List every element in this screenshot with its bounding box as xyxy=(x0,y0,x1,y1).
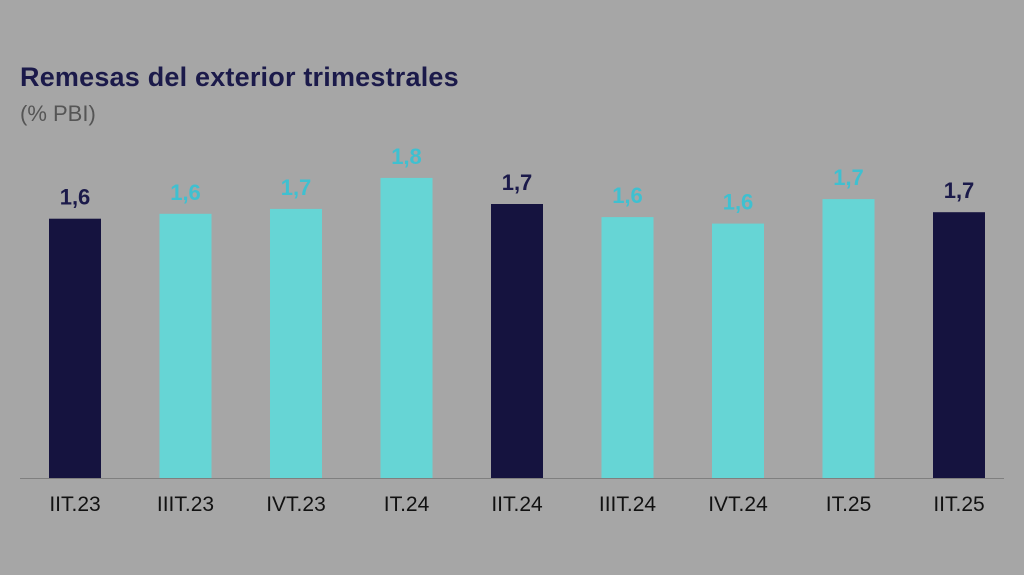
chart-title: Remesas del exterior trimestrales xyxy=(20,62,459,92)
x-tick-label-IVT.24: IVT.24 xyxy=(708,493,768,516)
data-label-IIT.25: 1,7 xyxy=(944,178,975,203)
data-label-IT.25: 1,7 xyxy=(833,165,864,190)
bar-IT.25 xyxy=(822,199,875,478)
bar-IVT.23 xyxy=(270,208,322,478)
data-label-IIIT.23: 1,6 xyxy=(170,180,201,205)
bar-IT.24 xyxy=(380,177,433,478)
bar-IIT.24 xyxy=(491,204,543,478)
x-tick-label-IIIT.23: IIIT.23 xyxy=(157,493,214,516)
bar-IVT.24 xyxy=(712,223,764,478)
data-label-IVT.24: 1,6 xyxy=(723,190,754,215)
bar-IIIT.23 xyxy=(159,213,212,479)
bar-IIIT.24 xyxy=(601,217,654,478)
x-tick-label-IT.24: IT.24 xyxy=(384,493,430,516)
x-tick-label-IIIT.24: IIIT.24 xyxy=(599,493,657,516)
x-tick-label-IIT.24: IIT.24 xyxy=(491,493,543,516)
x-tick-label-IT.25: IT.25 xyxy=(826,493,872,516)
data-label-IVT.23: 1,7 xyxy=(281,175,312,200)
bar-IIT.23 xyxy=(49,218,101,478)
data-label-IIIT.24: 1,6 xyxy=(612,183,643,208)
data-label-IIT.23: 1,6 xyxy=(60,185,91,210)
x-tick-label-IIT.25: IIT.25 xyxy=(933,493,984,516)
chart-subtitle: (% PBI) xyxy=(20,101,96,126)
data-label-IIT.24: 1,7 xyxy=(502,170,533,195)
data-label-IT.24: 1,8 xyxy=(391,144,422,169)
x-tick-label-IIT.23: IIT.23 xyxy=(49,493,100,516)
bar-IIT.25 xyxy=(933,212,985,478)
x-tick-label-IVT.23: IVT.23 xyxy=(266,493,326,516)
